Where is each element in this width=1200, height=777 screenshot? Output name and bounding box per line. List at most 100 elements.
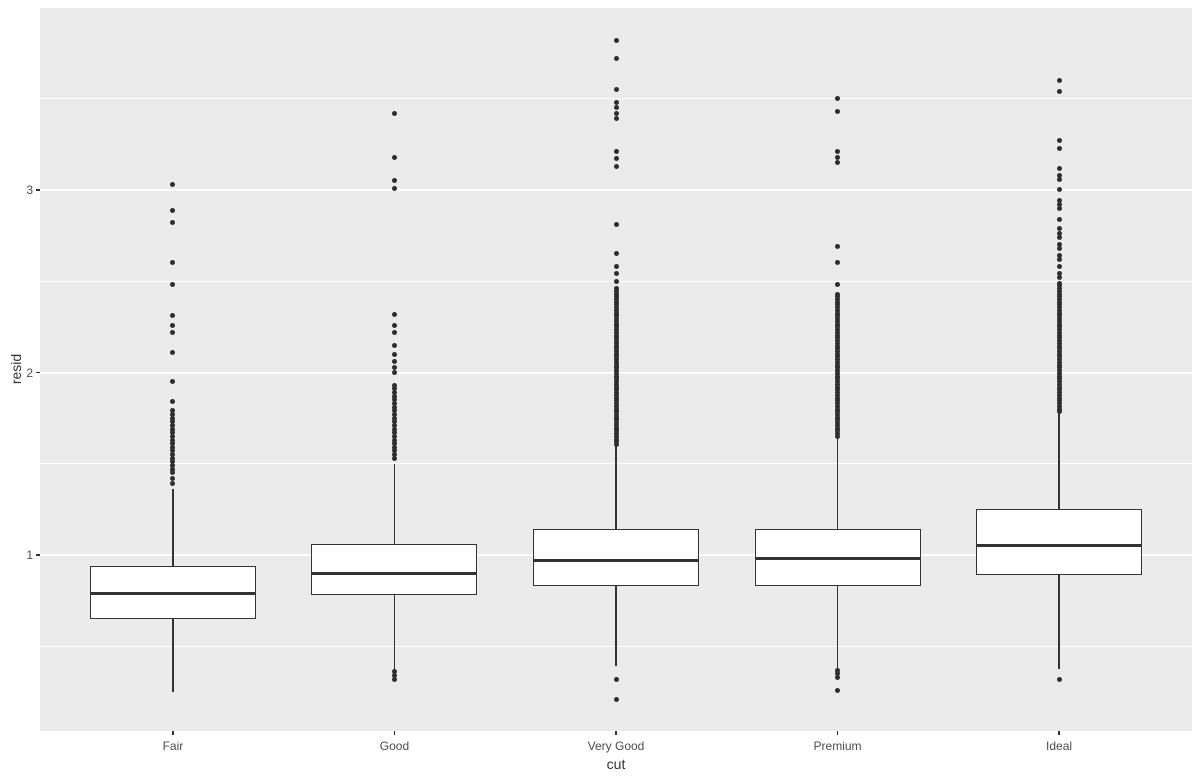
outlier-point	[391, 397, 397, 403]
outlier-point	[391, 415, 397, 421]
outlier-point	[391, 404, 397, 410]
x-tick-label-fair: Fair	[162, 739, 184, 753]
outlier-point	[1056, 138, 1062, 144]
outlier-point	[613, 373, 619, 379]
outlier-point	[170, 349, 176, 355]
outlier-point	[835, 299, 841, 305]
outlier-point	[835, 433, 841, 439]
outlier-point	[1056, 318, 1062, 324]
outlier-point	[391, 452, 397, 458]
outlier-point	[613, 294, 619, 300]
outlier-point	[613, 370, 619, 376]
x-tick-label-very-good: Very Good	[587, 739, 645, 753]
lower-whisker	[615, 586, 617, 667]
outlier-point	[835, 674, 841, 680]
outlier-point	[1056, 294, 1062, 300]
outlier-point	[613, 431, 619, 437]
outlier-point	[835, 296, 841, 302]
outlier-point	[835, 373, 841, 379]
outlier-point	[391, 364, 397, 370]
outlier-point	[613, 271, 619, 277]
outlier-point	[835, 321, 841, 327]
outlier-point	[613, 37, 619, 43]
outlier-point	[170, 470, 176, 476]
outlier-point	[391, 393, 397, 399]
outlier-point	[1056, 77, 1062, 83]
outlier-point	[613, 305, 619, 311]
upper-whisker	[836, 438, 839, 530]
outlier-point	[835, 403, 841, 409]
outlier-point	[1056, 275, 1062, 281]
y-tick-mark	[35, 189, 40, 191]
outlier-point	[613, 56, 619, 62]
outlier-point	[835, 425, 841, 431]
outlier-point	[391, 444, 397, 450]
outlier-point	[391, 411, 397, 417]
outlier-point	[1056, 242, 1062, 248]
outlier-point	[1056, 176, 1062, 182]
outlier-point	[1056, 387, 1062, 393]
outlier-point	[391, 322, 397, 328]
outlier-point	[835, 351, 841, 357]
outlier-point	[835, 368, 841, 374]
outlier-point	[613, 302, 619, 308]
y-tick-mark	[35, 371, 40, 374]
outlier-point	[170, 419, 176, 425]
outlier-point	[835, 687, 841, 693]
outlier-point	[613, 163, 619, 169]
outlier-point	[613, 422, 619, 428]
outlier-point	[835, 376, 841, 382]
outlier-point	[613, 428, 619, 434]
outlier-point	[1056, 676, 1062, 682]
outlier-point	[1056, 165, 1062, 171]
outlier-point	[835, 329, 841, 335]
outlier-point	[835, 340, 841, 346]
outlier-point	[1056, 340, 1062, 346]
outlier-point	[1056, 335, 1062, 341]
outlier-point	[613, 264, 619, 270]
outlier-point	[613, 222, 619, 228]
outlier-point	[1056, 305, 1062, 311]
outlier-point	[835, 349, 841, 355]
outlier-point	[835, 417, 841, 423]
outlier-point	[613, 354, 619, 360]
outlier-point	[170, 399, 176, 405]
outlier-point	[1056, 390, 1062, 396]
outlier-point	[613, 357, 619, 363]
outlier-point	[835, 390, 841, 396]
outlier-point	[1056, 302, 1062, 308]
outlier-point	[170, 475, 176, 481]
outlier-point	[835, 160, 841, 166]
x-tick-mark	[172, 731, 174, 735]
outlier-point	[170, 322, 176, 328]
outlier-point	[613, 381, 619, 387]
outlier-point	[835, 671, 841, 677]
outlier-point	[835, 667, 841, 673]
outlier-point	[613, 327, 619, 333]
outlier-point	[835, 392, 841, 398]
x-tick-label-ideal: Ideal	[1046, 739, 1073, 753]
outlier-point	[835, 411, 841, 417]
outlier-point	[613, 288, 619, 294]
outlier-point	[1056, 332, 1062, 338]
outlier-point	[613, 395, 619, 401]
outlier-point	[170, 313, 176, 319]
median-line	[754, 557, 921, 561]
lower-whisker	[836, 586, 839, 669]
outlier-point	[1056, 202, 1062, 208]
outlier-point	[391, 401, 397, 407]
outlier-point	[1056, 359, 1062, 365]
outlier-point	[613, 417, 619, 423]
outlier-point	[613, 332, 619, 338]
upper-whisker	[393, 463, 396, 545]
outlier-point	[613, 420, 619, 426]
outlier-point	[1056, 310, 1062, 316]
outlier-point	[613, 251, 619, 257]
outlier-point	[1056, 338, 1062, 344]
x-tick-label-good: Good	[379, 739, 410, 753]
outlier-point	[1056, 296, 1062, 302]
outlier-point	[613, 442, 619, 448]
x-tick-mark	[615, 731, 617, 735]
outlier-point	[613, 379, 619, 385]
outlier-point	[835, 343, 841, 349]
